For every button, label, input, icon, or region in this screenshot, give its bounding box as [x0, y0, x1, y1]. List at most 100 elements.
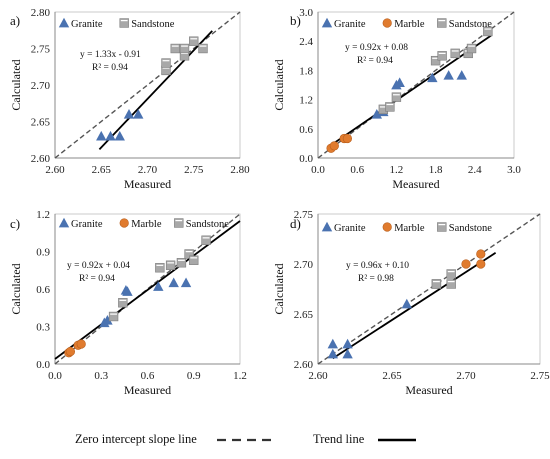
- x-tick-label: 0.6: [141, 370, 155, 382]
- legend-label-sandstone: Sandstone: [449, 223, 493, 234]
- data-point-granite: [153, 281, 164, 291]
- x-tick-label: 0.0: [48, 370, 62, 382]
- data-point-marble: [329, 141, 339, 151]
- zero-intercept-line: [54, 11, 241, 159]
- y-tick-label: 0.3: [36, 322, 50, 334]
- x-tick-label: 2.70: [456, 370, 476, 382]
- legend-marker-sandstone: [437, 222, 447, 232]
- panel-letter: b): [290, 13, 301, 28]
- marker-square-body: [170, 43, 180, 54]
- marker-square-body: [201, 235, 211, 245]
- y-tick-label: 2.70: [31, 80, 51, 92]
- data-point-sandstone: [189, 255, 199, 265]
- marker-square-body: [391, 92, 402, 102]
- x-tick-label: 0.0: [311, 164, 325, 176]
- marker-square-body: [108, 311, 119, 322]
- legend-label-granite: Granite: [334, 19, 366, 30]
- y-tick-label: 2.4: [299, 36, 313, 48]
- data-point-sandstone: [466, 43, 477, 54]
- y-tick-label: 3.0: [299, 7, 313, 19]
- y-tick-label: 0.0: [36, 359, 50, 371]
- data-point-granite: [133, 109, 144, 119]
- y-tick-label: 2.65: [31, 117, 51, 129]
- trend-r-squared: R² = 0.94: [92, 63, 128, 73]
- legend-label-granite: Granite: [334, 223, 366, 234]
- data-point-sandstone: [450, 48, 460, 59]
- data-point-granite: [327, 348, 338, 359]
- marker-square-body: [198, 43, 208, 54]
- panels: 2.60 2.65 2.70 2.75 2.80 2.60 2.65 2.70 2.75 2.80…: [9, 7, 550, 397]
- data-point-sandstone: [118, 298, 128, 308]
- legend-marker-marble: [382, 18, 392, 28]
- data-point-granite: [96, 130, 107, 141]
- data-point-granite: [342, 348, 353, 359]
- data-point-sandstone: [176, 258, 187, 268]
- legend-marker-granite: [321, 221, 333, 232]
- data-point-sandstone: [391, 92, 402, 102]
- legend-label-granite: Granite: [71, 19, 103, 30]
- trend-r-squared: R² = 0.94: [357, 56, 393, 66]
- legend-label-marble: Marble: [394, 19, 425, 30]
- y-tick-label: 2.60: [294, 359, 314, 371]
- marker-square-body: [119, 18, 129, 28]
- marker-square-body: [189, 255, 199, 265]
- x-tick-label: 2.70: [138, 164, 158, 176]
- y-tick-label: 2.65: [294, 309, 314, 321]
- marker-square-body: [174, 218, 184, 228]
- x-axis-label: Measured: [392, 177, 439, 191]
- data-point-granite: [102, 315, 113, 325]
- legend-label-granite: Granite: [71, 219, 103, 230]
- legend-marker-sandstone: [119, 18, 129, 28]
- data-point-granite: [342, 338, 353, 349]
- trend-line: [332, 252, 497, 360]
- legend-marker-sandstone: [437, 18, 447, 28]
- data-point-marble: [461, 259, 471, 269]
- x-tick-label: 2.75: [184, 164, 204, 176]
- legend-marker-granite: [321, 17, 333, 28]
- x-tick-label: 0.6: [350, 164, 364, 176]
- y-axis-label: Calculated: [272, 59, 286, 110]
- x-axis-label: Measured: [124, 177, 171, 191]
- data-point-sandstone: [189, 36, 199, 46]
- data-point-granite: [168, 277, 179, 288]
- trend-equation: y = 0.92x + 0.04: [67, 261, 130, 271]
- chart-panel-c: 0.0 0.3 0.6 0.9 1.2 0.0 0.3 0.6 0.9 1.2 Measured Ca…: [9, 209, 247, 397]
- data-point-sandstone: [483, 26, 493, 37]
- trend-r-squared: R² = 0.94: [79, 274, 115, 284]
- footer-zero-intercept-label: Zero intercept slope line: [75, 432, 197, 446]
- data-point-sandstone: [179, 43, 190, 54]
- x-tick-label: 2.65: [92, 164, 112, 176]
- y-tick-label: 0.6: [299, 124, 313, 136]
- legend-label-sandstone: Sandstone: [186, 219, 230, 230]
- zero-intercept-line: [317, 11, 515, 159]
- marker-square-body: [437, 51, 447, 61]
- legend-marker-granite: [58, 217, 70, 228]
- data-point-marble: [76, 339, 86, 349]
- x-axis-label: Measured: [405, 383, 452, 397]
- marker-square-body: [165, 260, 176, 270]
- marker-square-body: [446, 279, 456, 289]
- legend-marker-marble: [382, 222, 392, 232]
- x-tick-label: 1.2: [233, 370, 247, 382]
- x-tick-label: 2.60: [45, 164, 65, 176]
- chart-panel-b: 0.0 0.6 1.2 1.8 2.4 3.0 0.0 0.6 1.2 1.8 2.4 3.0 Meas…: [272, 7, 521, 191]
- chart-panel-a: 2.60 2.65 2.70 2.75 2.80 2.60 2.65 2.70 2.75 2.80…: [9, 7, 250, 191]
- y-tick-label: 2.70: [294, 259, 314, 271]
- trend-equation: y = 0.96x + 0.10: [346, 261, 409, 271]
- data-point-sandstone: [201, 235, 211, 245]
- legend-marker-marble: [119, 218, 129, 228]
- y-tick-label: 1.2: [299, 95, 313, 107]
- legend-label-sandstone: Sandstone: [449, 19, 493, 30]
- y-tick-label: 0.0: [299, 153, 313, 165]
- data-point-sandstone: [446, 279, 456, 289]
- marker-square-body: [155, 263, 165, 273]
- x-tick-label: 2.4: [468, 164, 482, 176]
- data-point-sandstone: [155, 263, 165, 273]
- data-point-marble: [476, 249, 486, 259]
- trend-line: [98, 30, 213, 150]
- x-tick-label: 1.2: [390, 164, 404, 176]
- marker-square-body: [161, 58, 171, 68]
- data-point-marble: [476, 259, 486, 269]
- data-point-granite: [123, 109, 135, 119]
